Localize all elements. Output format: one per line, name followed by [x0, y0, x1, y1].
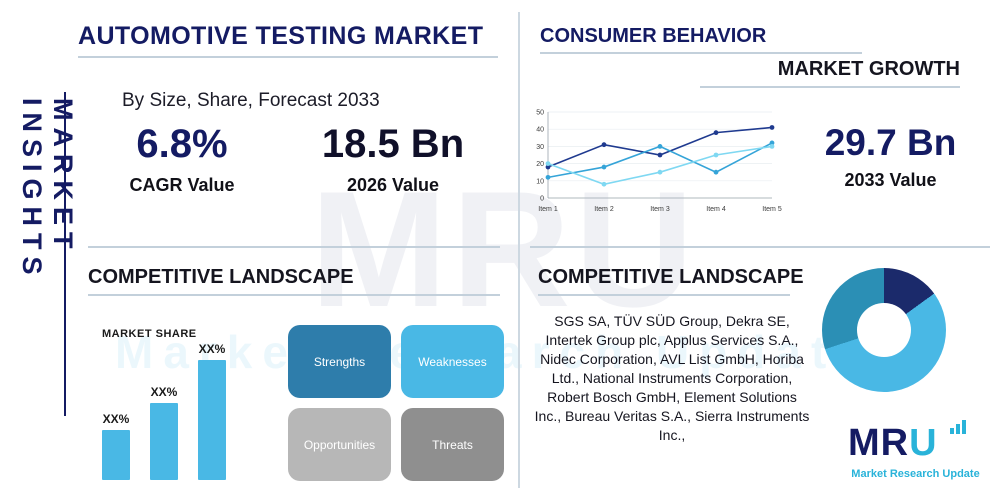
- consumer-behavior-underline: [540, 52, 862, 54]
- bar: [102, 429, 130, 480]
- bar-column: XX%: [150, 385, 178, 480]
- page-title: AUTOMOTIVE TESTING MARKET: [78, 22, 484, 50]
- bar: [198, 360, 226, 480]
- swot-grid: Strengths Weaknesses Opportunities Threa…: [288, 325, 504, 481]
- svg-text:0: 0: [540, 196, 544, 203]
- svg-text:50: 50: [536, 110, 544, 117]
- donut-hole: [857, 303, 911, 357]
- horizontal-divider-left: [88, 246, 500, 248]
- bar-value-label: XX%: [150, 384, 178, 399]
- cagr-value: 6.8%: [136, 122, 228, 166]
- section-competitive-landscape-left: COMPETITIVE LANDSCAPE: [88, 266, 354, 288]
- svg-text:Item 3: Item 3: [650, 206, 670, 213]
- watermark-mru: MRU: [310, 157, 698, 341]
- consumer-line-chart: 0 10 20 30 40 50 Item 1 Item 2 Item 3 Item 4 Item …: [536, 110, 782, 214]
- svg-text:10: 10: [536, 178, 544, 185]
- section-market-growth: MARKET GROWTH: [777, 58, 960, 80]
- mru-logo-chart-icon: [950, 420, 966, 434]
- mru-logo: MRU Market Research Update: [838, 420, 993, 488]
- market-share-bar-chart: XX% XX% XX%: [102, 338, 277, 480]
- svg-text:Item 1: Item 1: [538, 206, 558, 213]
- cagr-label: CAGR Value: [129, 175, 235, 195]
- svg-text:Item 5: Item 5: [762, 206, 782, 213]
- svg-text:30: 30: [536, 144, 544, 151]
- sidebar-vertical-rule: [64, 92, 66, 416]
- market-share-label: MARKET SHARE: [102, 328, 197, 340]
- section-competitive-landscape-right: COMPETITIVE LANDSCAPE: [538, 266, 804, 288]
- svg-text:Item 4: Item 4: [706, 206, 726, 213]
- value-2026-label: 2026 Value: [346, 175, 440, 195]
- section-consumer-behavior: CONSUMER BEHAVIOR: [540, 25, 767, 47]
- value-2026: 18.5 Bn: [321, 122, 465, 166]
- svg-text:20: 20: [536, 161, 544, 168]
- mru-logo-text: MRU: [848, 422, 938, 465]
- competitive-landscape-left-underline: [88, 294, 500, 296]
- swot-threats-tile: Threats: [401, 408, 504, 481]
- bar-value-label: XX%: [198, 342, 226, 357]
- companies-list: SGS SA, TÜV SÜD Group, Dekra SE, Interte…: [534, 313, 810, 444]
- sidebar-vertical-label: MARKET INSIGHTS: [17, 98, 78, 282]
- market-growth-underline: [700, 86, 960, 88]
- swot-strengths-tile: Strengths: [288, 325, 391, 398]
- column-divider: [518, 12, 520, 488]
- horizontal-divider-right: [530, 246, 990, 248]
- swot-weaknesses-tile: Weaknesses: [401, 325, 504, 398]
- page-subtitle: By Size, Share, Forecast 2033: [122, 90, 380, 111]
- mru-logo-mr: MR: [848, 422, 910, 464]
- bar-column: XX%: [102, 412, 130, 480]
- mru-logo-tagline: Market Research Update: [851, 468, 980, 480]
- competitive-landscape-right-underline: [538, 294, 790, 296]
- donut-chart: [822, 268, 946, 392]
- title-underline: [78, 56, 498, 58]
- svg-text:40: 40: [536, 127, 544, 134]
- bar-value-label: XX%: [102, 411, 130, 426]
- svg-text:Item 2: Item 2: [594, 206, 614, 213]
- value-2033-label: 2033 Value: [844, 170, 937, 190]
- value-2033: 29.7 Bn: [824, 122, 957, 163]
- swot-opportunities-tile: Opportunities: [288, 408, 391, 481]
- bar: [150, 402, 178, 480]
- bar-column: XX%: [198, 342, 226, 480]
- mru-logo-u: U: [909, 422, 938, 464]
